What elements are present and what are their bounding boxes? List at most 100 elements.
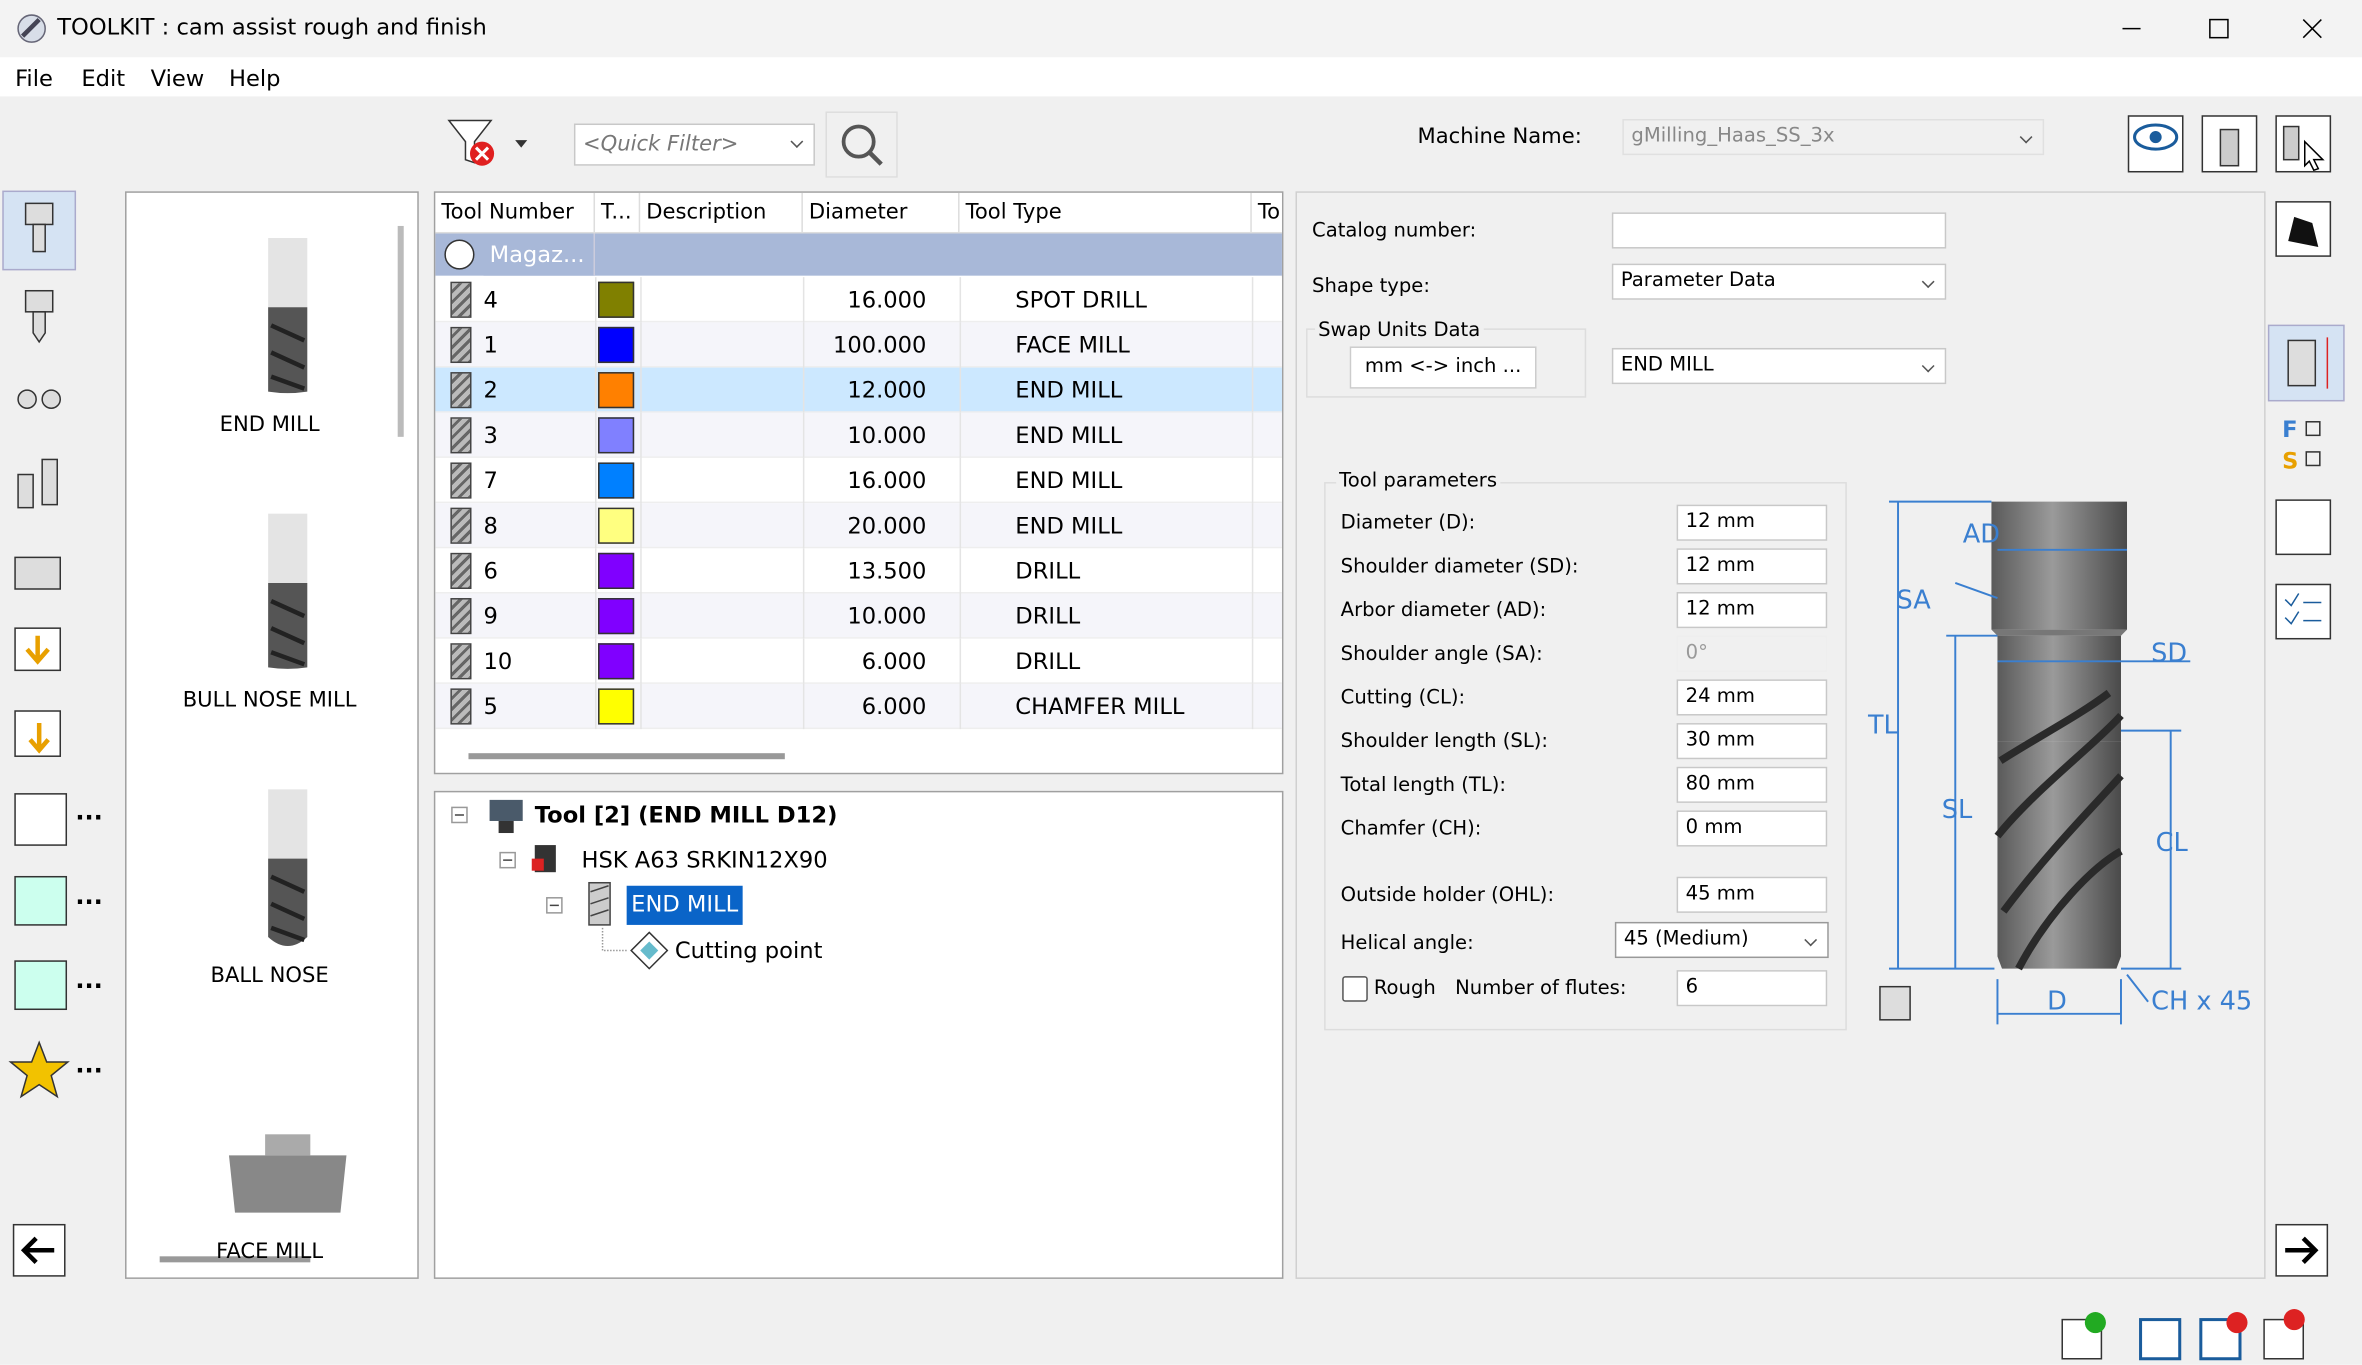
tool-number[interactable]: 7: [483, 466, 498, 495]
column-divider: [959, 277, 962, 323]
color-swatch: [598, 326, 635, 364]
tool-label[interactable]: BULL NOSE MILL: [182, 688, 357, 713]
menu-item[interactable]: Edit: [81, 64, 126, 92]
table-row[interactable]: [435, 683, 1282, 730]
tool-type[interactable]: DRILL: [1015, 557, 1081, 585]
diameter[interactable]: 12.000: [847, 376, 927, 404]
column-divider: [802, 503, 805, 549]
more-button[interactable]: ...: [75, 881, 103, 910]
diameter[interactable]: 10.000: [847, 602, 927, 630]
diameter[interactable]: 20.000: [847, 512, 927, 540]
tool-number[interactable]: 3: [483, 421, 498, 449]
tree-node[interactable]: Tool [2] (END MILL D12): [534, 801, 838, 829]
param-input[interactable]: 12 mm: [1676, 548, 1828, 585]
tool-number[interactable]: 1: [483, 331, 498, 359]
param-label: Shoulder length (SL):: [1340, 730, 1548, 754]
table-row[interactable]: [435, 277, 1282, 323]
tool-type[interactable]: FACE MILL: [1015, 331, 1130, 359]
param-input[interactable]: 0 mm: [1676, 810, 1828, 847]
right-toolbar[interactable]: FS: [2267, 196, 2357, 1281]
param-input[interactable]: 80 mm: [1676, 766, 1828, 803]
scrollbar[interactable]: [397, 225, 404, 437]
tool-label[interactable]: FACE MILL: [216, 1239, 324, 1264]
tool-type[interactable]: CHAMFER MILL: [1015, 692, 1185, 721]
view-buttons[interactable]: [2124, 114, 2338, 174]
table-row[interactable]: [435, 548, 1282, 594]
flutes-input[interactable]: 6: [1676, 970, 1828, 1007]
scrollbar[interactable]: [468, 753, 785, 760]
param-input[interactable]: 12 mm: [1676, 592, 1828, 629]
tool-type[interactable]: DRILL: [1015, 602, 1081, 630]
param-label: Cutting (CL):: [1340, 686, 1466, 710]
menu-item[interactable]: View: [150, 64, 205, 92]
column-header[interactable]: Tool Type: [960, 192, 1252, 234]
diameter[interactable]: 100.000: [832, 331, 927, 359]
tool-label[interactable]: BALL NOSE: [210, 964, 329, 989]
machine-name-select[interactable]: gMilling_Haas_SS_3x: [1622, 119, 2045, 156]
column-header[interactable]: Description: [640, 192, 803, 234]
diameter[interactable]: 16.000: [847, 286, 927, 314]
param-input[interactable]: 45 mm: [1676, 876, 1828, 913]
diameter[interactable]: 6.000: [861, 692, 927, 721]
bottom-buttons[interactable]: [2056, 1308, 2327, 1362]
more-button[interactable]: ...: [75, 796, 103, 826]
tool-type[interactable]: DRILL: [1015, 647, 1081, 675]
more-button[interactable]: ...: [75, 1049, 103, 1079]
tool-number[interactable]: 10: [483, 647, 513, 675]
filter-clear-button[interactable]: [446, 114, 536, 171]
swap-units-button[interactable]: mm <-> inch ...: [1349, 346, 1537, 389]
table-row[interactable]: [435, 457, 1282, 504]
catalog-input[interactable]: [1611, 212, 1947, 249]
tool-type[interactable]: END MILL: [1015, 512, 1123, 540]
table-row[interactable]: [435, 503, 1282, 549]
menu-item[interactable]: Help: [228, 64, 281, 92]
tree-node[interactable]: HSK A63 SRKIN12X90: [581, 846, 828, 874]
tool-label[interactable]: END MILL: [219, 412, 320, 437]
diameter[interactable]: 13.500: [847, 557, 927, 585]
column-header[interactable]: Diameter: [803, 192, 960, 234]
column-divider: [959, 503, 962, 549]
tree-node[interactable]: Cutting point: [674, 936, 823, 965]
param-input[interactable]: 24 mm: [1676, 679, 1828, 716]
group-label[interactable]: Magaz...: [483, 233, 596, 276]
table-row[interactable]: [435, 593, 1282, 639]
menu-item[interactable]: File: [15, 64, 53, 92]
column-divider: [640, 593, 642, 639]
scrollbar[interactable]: [159, 1256, 311, 1263]
tool-number[interactable]: 9: [483, 602, 498, 630]
param-input[interactable]: 12 mm: [1676, 504, 1828, 541]
table-row[interactable]: [435, 638, 1282, 684]
diameter[interactable]: 16.000: [847, 466, 927, 495]
rough-checkbox[interactable]: [1342, 976, 1368, 1002]
param-input[interactable]: 30 mm: [1676, 723, 1828, 760]
tool-type[interactable]: SPOT DRILL: [1015, 286, 1147, 314]
column-header[interactable]: To: [1252, 193, 1282, 234]
tool-number[interactable]: 2: [483, 376, 498, 404]
diameter[interactable]: 10.000: [847, 421, 927, 449]
tool-number[interactable]: 8: [483, 512, 498, 540]
column-header[interactable]: Tool Number: [435, 192, 596, 234]
tool-kind-select[interactable]: END MILL: [1611, 347, 1947, 385]
tool-number[interactable]: 4: [483, 286, 498, 314]
table-row[interactable]: [435, 412, 1282, 458]
shape-select[interactable]: Parameter Data: [1611, 263, 1947, 300]
tool-type[interactable]: END MILL: [1015, 466, 1123, 495]
tool-number[interactable]: 5: [483, 692, 498, 721]
tool-number[interactable]: 6: [483, 557, 498, 585]
search-button[interactable]: [825, 111, 898, 178]
tool-type[interactable]: END MILL: [1015, 376, 1123, 404]
table-row[interactable]: [435, 322, 1282, 368]
more-button[interactable]: ...: [75, 965, 103, 995]
tool-type[interactable]: END MILL: [1015, 421, 1123, 449]
column-header[interactable]: T...: [595, 192, 641, 234]
column-divider: [802, 638, 805, 684]
column-divider: [959, 412, 962, 458]
helical-select[interactable]: 45 (Medium): [1614, 921, 1829, 959]
left-toolbar[interactable]: [0, 188, 121, 1288]
tree-node[interactable]: END MILL: [626, 885, 743, 925]
diameter[interactable]: 6.000: [861, 647, 927, 675]
window-controls[interactable]: [2109, 9, 2350, 48]
group-icon[interactable]: [444, 239, 475, 270]
table-row[interactable]: [435, 367, 1282, 413]
quick-filter[interactable]: <Quick Filter>: [573, 123, 815, 166]
